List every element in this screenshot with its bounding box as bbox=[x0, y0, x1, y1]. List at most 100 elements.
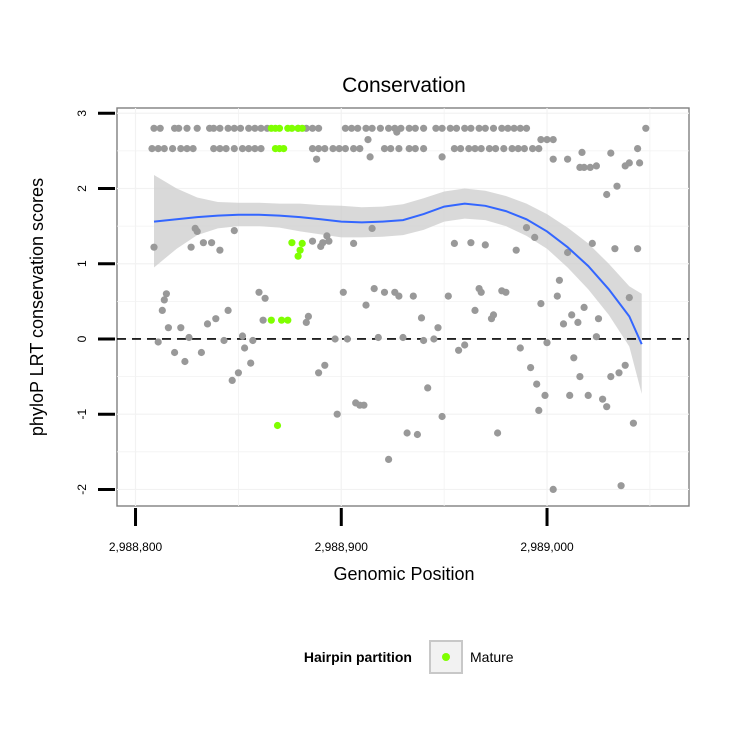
data-point bbox=[629, 419, 638, 427]
data-point bbox=[350, 239, 358, 247]
data-point bbox=[592, 162, 601, 170]
data-point bbox=[420, 124, 428, 132]
data-point bbox=[154, 338, 162, 346]
data-point bbox=[261, 294, 269, 302]
y-tick-label: 2 bbox=[75, 185, 89, 192]
data-point bbox=[230, 124, 238, 132]
data-point bbox=[308, 237, 317, 245]
data-point bbox=[150, 243, 158, 251]
data-point bbox=[183, 124, 191, 132]
data-point bbox=[494, 429, 502, 437]
data-point bbox=[304, 312, 312, 320]
data-point bbox=[259, 316, 267, 324]
data-point bbox=[315, 369, 323, 377]
data-point bbox=[257, 145, 265, 153]
y-tick-label: 3 bbox=[75, 110, 89, 117]
mature-point bbox=[278, 316, 286, 324]
data-point bbox=[387, 145, 395, 153]
data-point bbox=[492, 145, 500, 153]
data-point bbox=[541, 391, 549, 399]
data-point bbox=[522, 224, 531, 232]
data-point bbox=[193, 227, 201, 235]
data-point bbox=[413, 430, 421, 439]
data-point bbox=[343, 335, 351, 343]
data-point bbox=[405, 124, 413, 132]
data-point bbox=[634, 245, 642, 253]
mature-point bbox=[275, 124, 284, 132]
data-point bbox=[553, 292, 561, 300]
data-point bbox=[564, 248, 572, 257]
data-point bbox=[489, 311, 498, 319]
data-point bbox=[308, 145, 317, 153]
data-point bbox=[543, 136, 551, 144]
y-axis-title: phyloP LRT conservation scores bbox=[27, 178, 47, 436]
data-point bbox=[452, 124, 461, 132]
smooth-line-layer bbox=[153, 202, 643, 345]
data-point bbox=[385, 124, 393, 132]
data-point bbox=[257, 124, 265, 132]
data-point bbox=[255, 288, 263, 296]
data-point bbox=[580, 303, 588, 311]
data-point bbox=[341, 145, 349, 153]
mature-point bbox=[284, 316, 292, 324]
data-point bbox=[502, 288, 510, 296]
y-tick-label: -2 bbox=[75, 484, 89, 495]
data-point bbox=[374, 333, 382, 342]
data-point bbox=[321, 145, 329, 153]
mature-point bbox=[298, 124, 306, 132]
data-point bbox=[465, 145, 473, 153]
data-point bbox=[529, 145, 537, 153]
data-point bbox=[185, 333, 193, 342]
data-point bbox=[533, 380, 541, 388]
data-point bbox=[403, 429, 411, 437]
data-point bbox=[245, 124, 253, 132]
data-point bbox=[348, 124, 356, 132]
data-point bbox=[420, 145, 428, 153]
data-point bbox=[636, 159, 644, 167]
x-tick-label: 2,989,000 bbox=[520, 540, 574, 554]
data-point bbox=[434, 324, 442, 332]
data-point bbox=[510, 124, 518, 132]
mature-point bbox=[296, 246, 304, 254]
data-point bbox=[625, 294, 633, 302]
data-point bbox=[160, 145, 168, 153]
data-point bbox=[564, 155, 572, 163]
data-point bbox=[216, 124, 224, 132]
confidence-band bbox=[154, 175, 642, 394]
data-point bbox=[325, 237, 333, 245]
data-point bbox=[535, 406, 543, 414]
data-point bbox=[467, 239, 475, 247]
data-point bbox=[520, 145, 529, 153]
data-point bbox=[329, 145, 337, 153]
data-point bbox=[642, 124, 650, 132]
data-point bbox=[177, 145, 185, 153]
data-point bbox=[350, 145, 358, 153]
data-point bbox=[531, 233, 539, 241]
data-point bbox=[471, 306, 479, 314]
data-point bbox=[331, 335, 339, 343]
data-point bbox=[607, 373, 615, 381]
data-point bbox=[584, 391, 592, 399]
data-point bbox=[475, 124, 483, 132]
data-point bbox=[208, 239, 216, 247]
data-point bbox=[417, 314, 426, 322]
data-point bbox=[603, 403, 611, 411]
data-point bbox=[438, 153, 446, 161]
data-point bbox=[169, 145, 177, 153]
data-point bbox=[409, 292, 417, 300]
data-point bbox=[625, 159, 633, 167]
data-point bbox=[339, 288, 347, 296]
data-point bbox=[527, 364, 535, 372]
smooth-trend-line bbox=[153, 202, 643, 345]
data-point bbox=[164, 324, 172, 332]
data-point bbox=[485, 145, 493, 153]
data-point bbox=[594, 315, 603, 323]
data-point bbox=[549, 485, 557, 493]
mature-point bbox=[280, 145, 288, 153]
y-tick-label: 1 bbox=[75, 260, 89, 267]
data-point bbox=[477, 288, 485, 296]
data-point bbox=[592, 333, 601, 341]
data-point bbox=[236, 124, 245, 132]
data-point bbox=[181, 357, 189, 366]
